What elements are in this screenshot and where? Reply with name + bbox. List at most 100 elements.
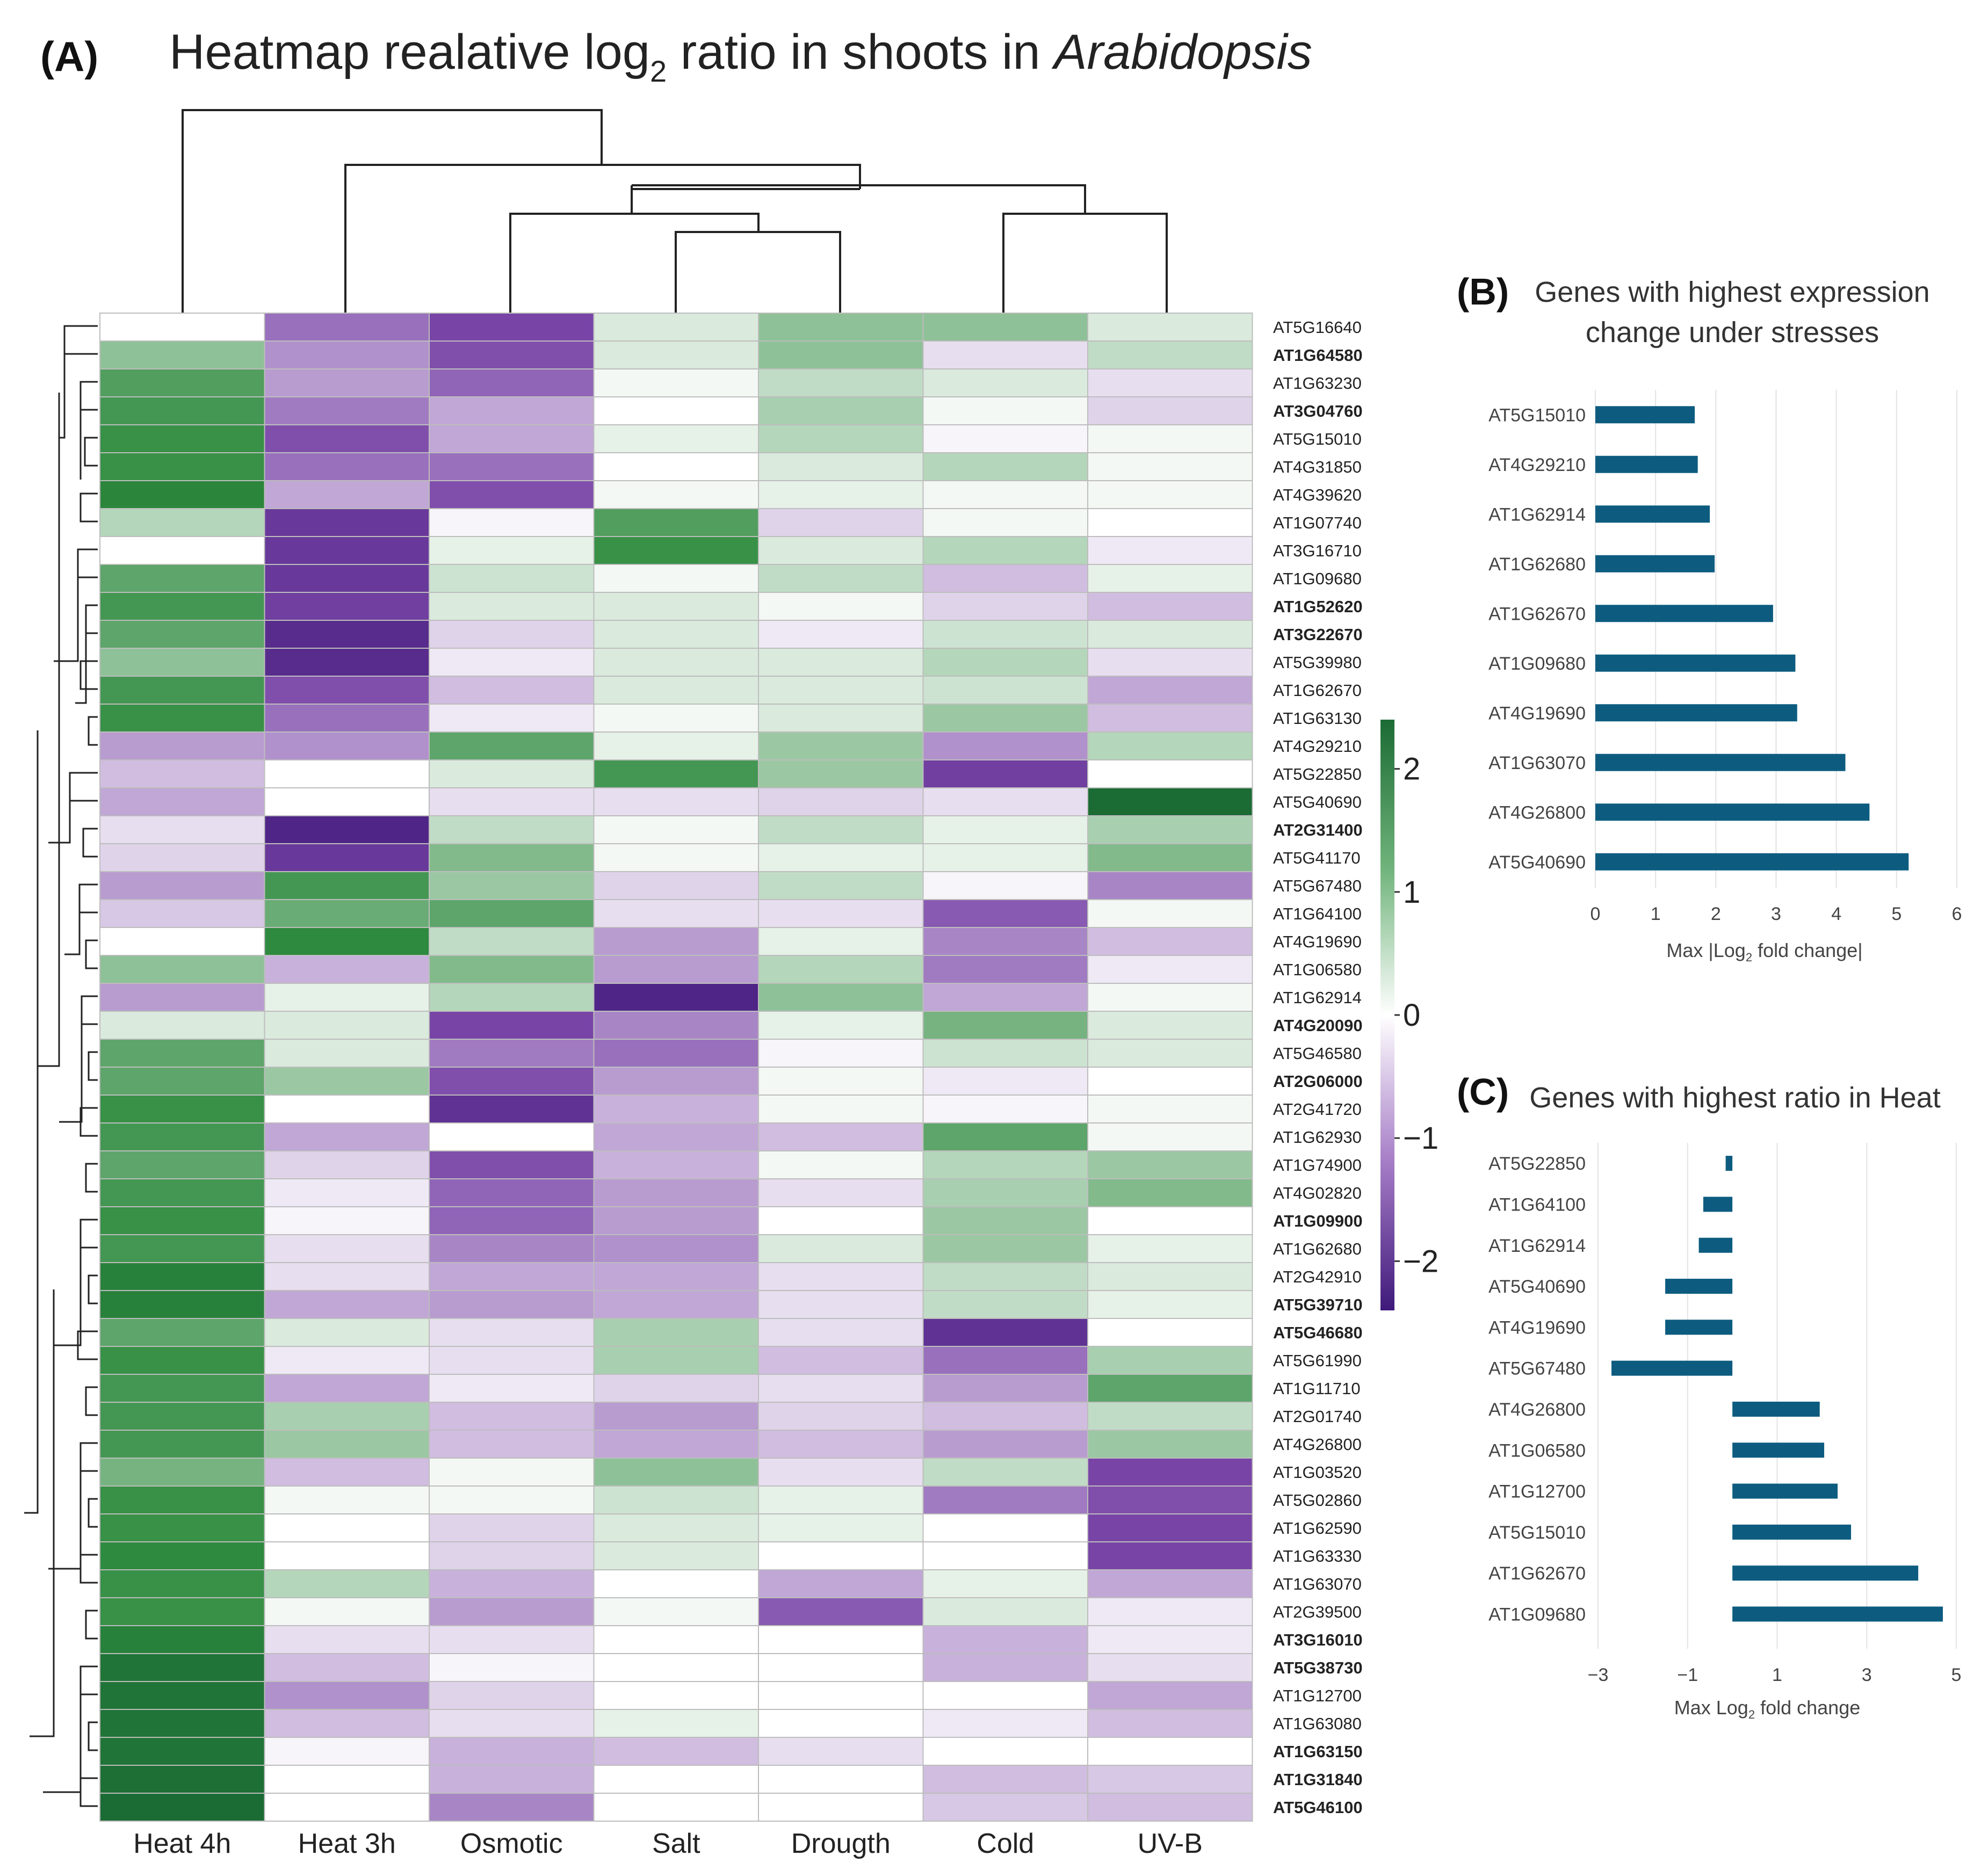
heatmap-cell: [922, 1402, 1088, 1431]
row-label: AT5G40690: [1273, 793, 1362, 811]
heatmap-cell: [429, 1430, 595, 1459]
heatmap-cell: [429, 1150, 595, 1179]
heatmap-cell: [264, 1458, 430, 1487]
heatmap-cell: [429, 564, 595, 593]
row-label: AT4G02820: [1273, 1184, 1362, 1202]
heatmap-cell: [99, 843, 265, 872]
heatmap-cell: [758, 1430, 924, 1459]
column-label: Salt: [652, 1828, 700, 1859]
heatmap-cell: [758, 592, 924, 621]
heatmap-cell: [264, 1430, 430, 1459]
heatmap-cell: [264, 564, 430, 593]
category-label: AT1G62680: [1488, 554, 1586, 575]
heatmap-cell: [99, 1039, 265, 1068]
heatmap-cell: [264, 1206, 430, 1235]
row-label: AT5G02860: [1273, 1491, 1362, 1510]
heatmap-cell: [264, 1597, 430, 1626]
heatmap-cell: [99, 368, 265, 397]
heatmap-cell: [99, 620, 265, 649]
heatmap-cell: [429, 340, 595, 369]
bar: [1725, 1156, 1733, 1171]
heatmap-cell: [758, 1485, 924, 1514]
heatmap-cell: [922, 1653, 1088, 1682]
heatmap-cell: [922, 1513, 1088, 1542]
row-label: AT4G29210: [1273, 737, 1362, 756]
heatmap-cell: [99, 1318, 265, 1347]
heatmap-cell: [429, 1039, 595, 1068]
heatmap-cell: [758, 1625, 924, 1654]
heatmap-cell: [758, 1765, 924, 1794]
row-label: AT1G62680: [1273, 1240, 1362, 1258]
heatmap-cell: [264, 1653, 430, 1682]
heatmap-cell: [99, 1067, 265, 1096]
colorbar-tick-label: −1: [1403, 1121, 1438, 1156]
heatmap-cell: [99, 731, 265, 760]
heatmap-cell: [593, 1569, 759, 1598]
heatmap-cell: [922, 927, 1088, 956]
row-label: AT4G19690: [1273, 932, 1362, 951]
heatmap-cell: [758, 1234, 924, 1263]
x-tick-label: 1: [1651, 904, 1661, 924]
heatmap-cell: [593, 592, 759, 621]
heatmap-cell: [922, 1318, 1088, 1347]
heatmap-cell: [922, 1458, 1088, 1487]
heatmap-cell: [758, 1290, 924, 1319]
heatmap-cell: [429, 1625, 595, 1654]
heatmap-cell: [1087, 1178, 1253, 1207]
heatmap-cell: [264, 676, 430, 705]
heatmap-cell: [429, 1737, 595, 1766]
heatmap-cell: [264, 1625, 430, 1654]
heatmap-cell: [1087, 731, 1253, 760]
colorbar-tick-label: −2: [1403, 1244, 1438, 1279]
heatmap-cell: [758, 1206, 924, 1235]
heatmap-cell: [264, 1541, 430, 1570]
row-label: AT5G39980: [1273, 653, 1362, 672]
heatmap-cell: [1087, 704, 1253, 733]
heatmap-cell: [593, 368, 759, 397]
heatmap-cell: [593, 1318, 759, 1347]
bar: [1595, 704, 1797, 722]
category-label: AT5G15010: [1488, 1523, 1586, 1543]
category-label: AT4G26800: [1488, 1400, 1586, 1420]
heatmap-cell: [264, 1485, 430, 1514]
heatmap-cell: [922, 620, 1088, 649]
row-label: AT5G15010: [1273, 430, 1362, 448]
heatmap-cell: [1087, 313, 1253, 342]
row-label: AT1G63330: [1273, 1547, 1362, 1565]
heatmap-cell: [1087, 1011, 1253, 1040]
heatmap-cell: [1087, 1597, 1253, 1626]
bar: [1595, 654, 1796, 672]
heatmap-cell: [99, 1011, 265, 1040]
heatmap-cell: [429, 1206, 595, 1235]
heatmap-cell: [99, 1122, 265, 1151]
heatmap-cell: [1087, 1290, 1253, 1319]
heatmap-cell: [429, 480, 595, 509]
heatmap-cell: [1087, 396, 1253, 425]
heatmap-cell: [429, 1765, 595, 1794]
heatmap-cell: [1087, 1458, 1253, 1487]
heatmap-cell: [1087, 1625, 1253, 1654]
heatmap-cell: [922, 1374, 1088, 1403]
heatmap-cell: [1087, 1318, 1253, 1347]
heatmap-cell: [758, 1541, 924, 1570]
heatmap-cell: [922, 1765, 1088, 1794]
row-dendrogram: [24, 325, 98, 1807]
heatmap-cell: [758, 1458, 924, 1487]
panel-a-title-prefix: Heatmap realative log: [169, 25, 650, 79]
row-label: AT4G39620: [1273, 485, 1362, 504]
heatmap-cell: [593, 1039, 759, 1068]
x-tick-label: 5: [1891, 904, 1902, 924]
bar: [1698, 1237, 1733, 1253]
x-tick-label: 5: [1951, 1665, 1962, 1685]
heatmap-cell: [264, 368, 430, 397]
heatmap-cell: [593, 1541, 759, 1570]
heatmap-cell: [429, 424, 595, 453]
heatmap-cell: [99, 340, 265, 369]
category-label: AT1G09680: [1488, 1604, 1586, 1625]
heatmap-cell: [593, 1458, 759, 1487]
heatmap-cell: [99, 927, 265, 956]
heatmap-cell: [922, 480, 1088, 509]
heatmap-cell: [758, 983, 924, 1012]
heatmap-cell: [1087, 815, 1253, 844]
row-label: AT3G16010: [1273, 1630, 1363, 1649]
